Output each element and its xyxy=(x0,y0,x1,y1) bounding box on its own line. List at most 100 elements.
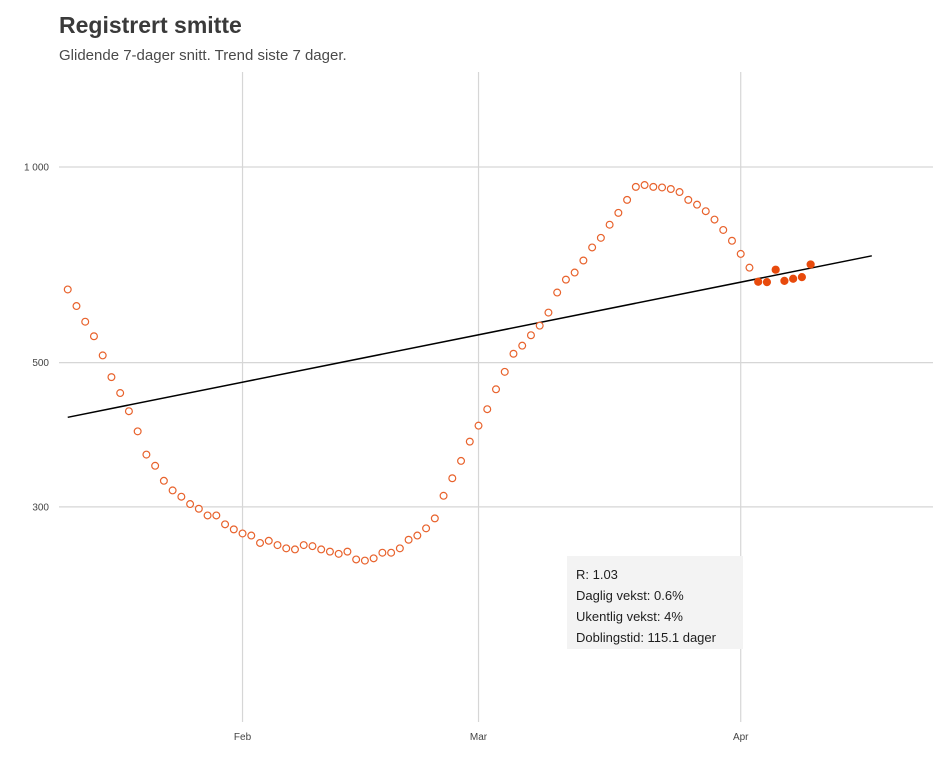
recent-data-point xyxy=(789,274,798,283)
points-layer xyxy=(63,181,815,565)
data-point xyxy=(186,500,195,509)
data-point xyxy=(343,547,352,556)
data-point xyxy=(98,351,107,360)
data-point xyxy=(535,321,544,330)
data-point xyxy=(631,182,640,191)
data-point xyxy=(89,332,98,341)
trend-line xyxy=(67,255,872,419)
data-point xyxy=(352,555,361,564)
data-point xyxy=(457,456,466,465)
data-point xyxy=(439,491,448,500)
data-point xyxy=(518,341,527,350)
recent-data-point xyxy=(797,273,807,282)
data-point xyxy=(229,525,238,534)
data-point xyxy=(500,367,509,376)
data-point xyxy=(238,529,247,538)
data-point xyxy=(378,548,387,557)
data-point xyxy=(273,541,282,550)
data-point xyxy=(325,547,334,556)
data-point xyxy=(614,208,623,217)
data-point xyxy=(194,504,203,513)
data-point xyxy=(448,474,457,483)
data-point xyxy=(413,531,422,540)
data-point xyxy=(81,317,90,326)
chart-subtitle: Glidende 7-dager snitt. Trend siste 7 da… xyxy=(59,47,347,64)
data-point xyxy=(745,263,754,272)
data-point xyxy=(334,549,343,558)
data-point xyxy=(727,236,736,245)
y-tick-label: 500 xyxy=(32,358,49,369)
y-gridlines xyxy=(59,166,933,508)
stats-annotation-box: R: 1.03 Daglig vekst: 0.6% Ukentlig veks… xyxy=(567,556,743,649)
data-point xyxy=(553,288,562,297)
data-point xyxy=(710,215,719,224)
data-point xyxy=(159,476,168,485)
stat-r: R: 1.03 xyxy=(576,567,618,582)
data-point xyxy=(264,536,273,545)
trend-line-layer xyxy=(67,255,872,419)
x-axis-ticks: Feb Mar Apr xyxy=(234,732,749,743)
data-point xyxy=(465,437,474,446)
data-point xyxy=(640,181,649,190)
data-point xyxy=(526,331,535,340)
recent-data-point xyxy=(754,277,763,286)
data-point xyxy=(675,188,684,197)
data-point xyxy=(124,407,133,416)
data-point xyxy=(509,349,518,358)
data-point xyxy=(299,541,308,550)
data-point xyxy=(116,389,125,398)
data-point xyxy=(177,492,186,501)
data-point xyxy=(133,427,142,436)
data-point xyxy=(544,308,553,317)
data-point xyxy=(360,556,369,565)
data-point xyxy=(579,256,588,265)
data-point xyxy=(623,195,632,204)
data-point xyxy=(387,548,396,557)
data-point xyxy=(308,542,317,551)
data-point xyxy=(701,207,710,216)
data-point xyxy=(212,511,221,520)
data-point xyxy=(588,243,597,252)
data-point xyxy=(282,544,291,553)
data-point xyxy=(649,182,658,191)
data-point xyxy=(369,554,378,563)
data-point xyxy=(63,285,72,294)
data-point xyxy=(72,302,81,311)
x-tick-label: Feb xyxy=(234,732,252,743)
recent-data-point xyxy=(806,260,815,269)
data-point xyxy=(422,524,431,533)
data-point xyxy=(561,275,570,284)
data-point xyxy=(395,544,404,553)
chart-title: Registrert smitte xyxy=(59,12,242,38)
data-point xyxy=(168,486,177,495)
data-point xyxy=(596,233,605,242)
data-point xyxy=(203,511,212,520)
data-point xyxy=(256,538,265,547)
data-point xyxy=(290,545,299,554)
data-point xyxy=(430,514,439,523)
x-tick-label: Apr xyxy=(733,732,749,743)
data-point xyxy=(605,220,614,229)
recent-data-point xyxy=(762,278,772,287)
data-point xyxy=(474,421,483,430)
x-tick-label: Mar xyxy=(470,732,488,743)
recent-data-point xyxy=(771,265,780,274)
data-point xyxy=(666,184,675,193)
stat-weekly-growth: Ukentlig vekst: 4% xyxy=(576,609,683,624)
data-point xyxy=(142,450,151,459)
data-point xyxy=(492,385,501,394)
data-point xyxy=(247,531,256,540)
data-point xyxy=(151,461,160,470)
data-point xyxy=(684,195,693,204)
data-point xyxy=(483,405,492,414)
y-tick-label: 300 xyxy=(32,502,49,513)
recent-data-point xyxy=(780,276,789,285)
data-point xyxy=(107,373,116,382)
data-point xyxy=(317,545,326,554)
stat-doubling-time: Doblingstid: 115.1 dager xyxy=(576,630,716,645)
stat-daily-growth: Daglig vekst: 0.6% xyxy=(576,588,684,603)
y-axis-ticks: 300 500 1 000 xyxy=(24,162,49,513)
data-point xyxy=(719,225,728,234)
y-tick-label: 1 000 xyxy=(24,162,49,173)
